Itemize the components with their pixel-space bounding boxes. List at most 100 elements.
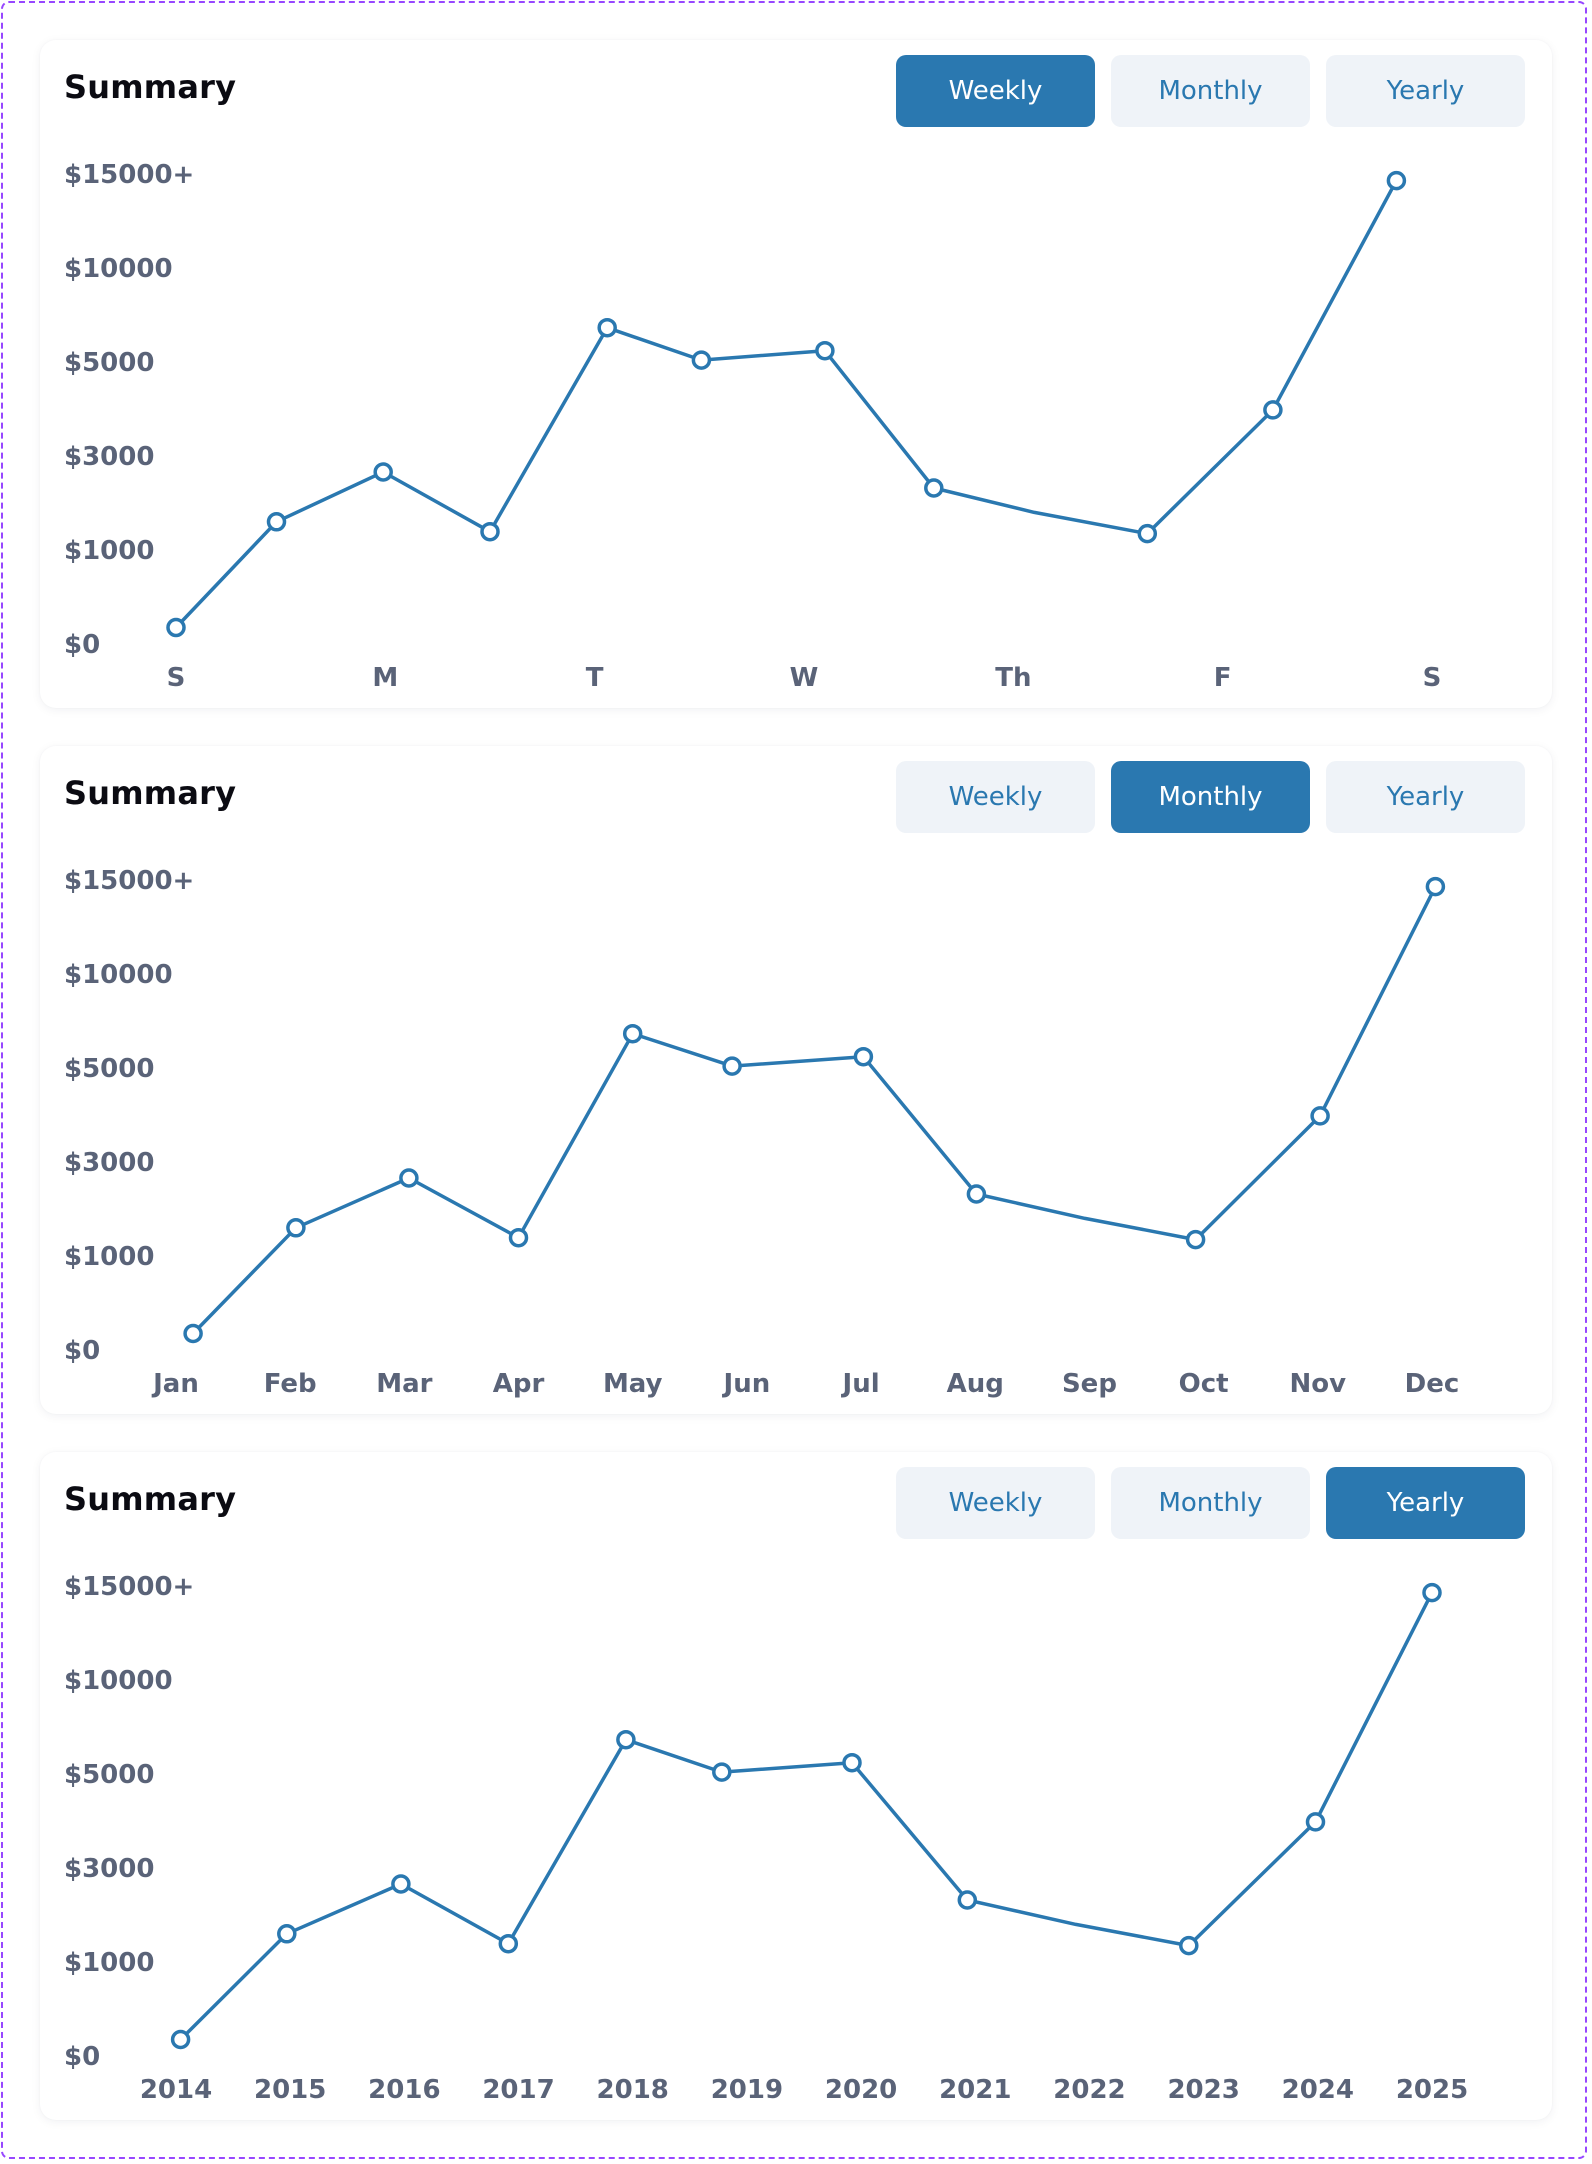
y-tick-label: $0: [64, 2042, 100, 2072]
line-chart: $15000+ $10000 $5000 $3000 $1000 $0 Jan Feb Mar A…: [64, 866, 1460, 1399]
data-point[interactable]: [957, 1890, 978, 1910]
x-tick-label: 2020: [825, 2075, 897, 2105]
data-point[interactable]: [966, 1184, 987, 1204]
data-point[interactable]: [1263, 400, 1283, 420]
data-point[interactable]: [480, 521, 500, 542]
y-tick-label: $5000: [64, 1760, 154, 1790]
data-point[interactable]: [391, 1874, 411, 1894]
data-point[interactable]: [712, 1762, 732, 1782]
weekly-button[interactable]: Weekly: [896, 761, 1095, 833]
x-tick-label: T: [586, 663, 604, 693]
data-point[interactable]: [691, 350, 712, 370]
series-line: [191, 885, 1437, 1335]
data-point[interactable]: [1386, 170, 1407, 191]
y-tick-label: $15000+: [64, 1572, 194, 1602]
series-line: [179, 1591, 1434, 2041]
data-point[interactable]: [266, 512, 287, 532]
x-tick-label: Jul: [841, 1369, 880, 1399]
data-point[interactable]: [815, 340, 835, 361]
x-tick-label: Mar: [376, 1369, 432, 1399]
y-tick-label: $15000+: [64, 160, 194, 190]
x-tick-label: Jan: [151, 1369, 199, 1399]
yearly-button[interactable]: Yearly: [1326, 1467, 1525, 1539]
x-tick-label: 2018: [597, 2075, 669, 2105]
card-title: Summary: [64, 774, 237, 812]
yearly-button[interactable]: Yearly: [1326, 761, 1525, 833]
x-tick-label: 2016: [368, 2075, 440, 2105]
x-tick-label: S: [1423, 663, 1442, 693]
x-tick-label: 2017: [482, 2075, 554, 2105]
data-point[interactable]: [722, 1056, 742, 1076]
x-tick-label: Jun: [722, 1369, 771, 1399]
data-point[interactable]: [1310, 1106, 1330, 1126]
y-tick-label: $1000: [64, 1948, 154, 1978]
x-tick-label: Sep: [1062, 1369, 1117, 1399]
data-point[interactable]: [1305, 1812, 1326, 1832]
summary-card-weekly: Summary Weekly Monthly Yearly $15000+ $10…: [40, 40, 1552, 708]
y-tick-label: $3000: [64, 1148, 154, 1178]
data-point[interactable]: [597, 317, 617, 338]
data-point[interactable]: [498, 1933, 519, 1954]
card-title: Summary: [64, 68, 237, 106]
y-tick-label: $10000: [64, 1666, 173, 1696]
data-point[interactable]: [1185, 1229, 1206, 1250]
card-title: Summary: [64, 1480, 237, 1518]
y-tick-label: $15000+: [64, 866, 194, 896]
data-point[interactable]: [924, 478, 944, 498]
y-tick-label: $10000: [64, 254, 173, 284]
x-tick-label: Aug: [947, 1369, 1004, 1399]
x-tick-label: 2025: [1396, 2075, 1468, 2105]
data-point[interactable]: [170, 2029, 191, 2050]
summary-card-yearly: Summary Weekly Monthly Yearly $15000+ $10…: [40, 1452, 1552, 2120]
y-tick-label: $3000: [64, 1854, 154, 1884]
x-tick-label: Apr: [493, 1369, 545, 1399]
x-tick-label: 2024: [1282, 2075, 1354, 2105]
monthly-button[interactable]: Monthly: [1111, 55, 1310, 127]
data-point[interactable]: [1137, 523, 1158, 544]
monthly-button[interactable]: Monthly: [1111, 761, 1310, 833]
x-tick-label: 2014: [140, 2075, 212, 2105]
x-tick-label: Dec: [1405, 1369, 1460, 1399]
x-tick-label: Oct: [1179, 1369, 1229, 1399]
data-point[interactable]: [286, 1218, 306, 1238]
data-point[interactable]: [183, 1323, 203, 1344]
x-tick-label: Th: [995, 663, 1031, 693]
weekly-button[interactable]: Weekly: [896, 1467, 1095, 1539]
x-tick-label: 2015: [254, 2075, 326, 2105]
data-point[interactable]: [166, 617, 186, 638]
weekly-button[interactable]: Weekly: [896, 55, 1095, 127]
x-tick-label: 2023: [1167, 2075, 1239, 2105]
data-point[interactable]: [1425, 876, 1446, 897]
y-tick-label: $5000: [64, 348, 154, 378]
x-tick-label: 2022: [1053, 2075, 1125, 2105]
x-tick-label: Nov: [1290, 1369, 1347, 1399]
y-tick-label: $1000: [64, 536, 154, 566]
data-point[interactable]: [622, 1023, 643, 1044]
y-tick-label: $10000: [64, 960, 173, 990]
x-tick-label: W: [790, 663, 819, 693]
y-tick-label: $0: [64, 630, 100, 660]
yearly-button[interactable]: Yearly: [1326, 55, 1525, 127]
series-line: [174, 179, 1398, 629]
y-tick-label: $0: [64, 1336, 100, 1366]
data-point[interactable]: [1179, 1935, 1199, 1956]
x-tick-label: F: [1214, 663, 1232, 693]
line-chart: $15000+ $10000 $5000 $3000 $1000 $0 S M T W Th F S: [64, 160, 1442, 693]
data-point[interactable]: [508, 1227, 529, 1248]
y-tick-label: $3000: [64, 442, 154, 472]
data-point[interactable]: [616, 1729, 636, 1750]
y-tick-label: $5000: [64, 1054, 154, 1084]
x-tick-label: M: [372, 663, 398, 693]
data-point[interactable]: [373, 462, 393, 482]
y-tick-label: $1000: [64, 1242, 154, 1272]
monthly-button[interactable]: Monthly: [1111, 1467, 1310, 1539]
x-tick-label: 2021: [939, 2075, 1011, 2105]
summary-card-monthly: Summary Weekly Monthly Yearly $15000+ $10…: [40, 746, 1552, 1414]
data-point[interactable]: [399, 1168, 419, 1188]
data-point[interactable]: [853, 1046, 874, 1067]
data-point[interactable]: [842, 1752, 862, 1773]
x-tick-label: Feb: [264, 1369, 317, 1399]
data-point[interactable]: [1422, 1582, 1442, 1603]
data-point[interactable]: [277, 1924, 297, 1944]
